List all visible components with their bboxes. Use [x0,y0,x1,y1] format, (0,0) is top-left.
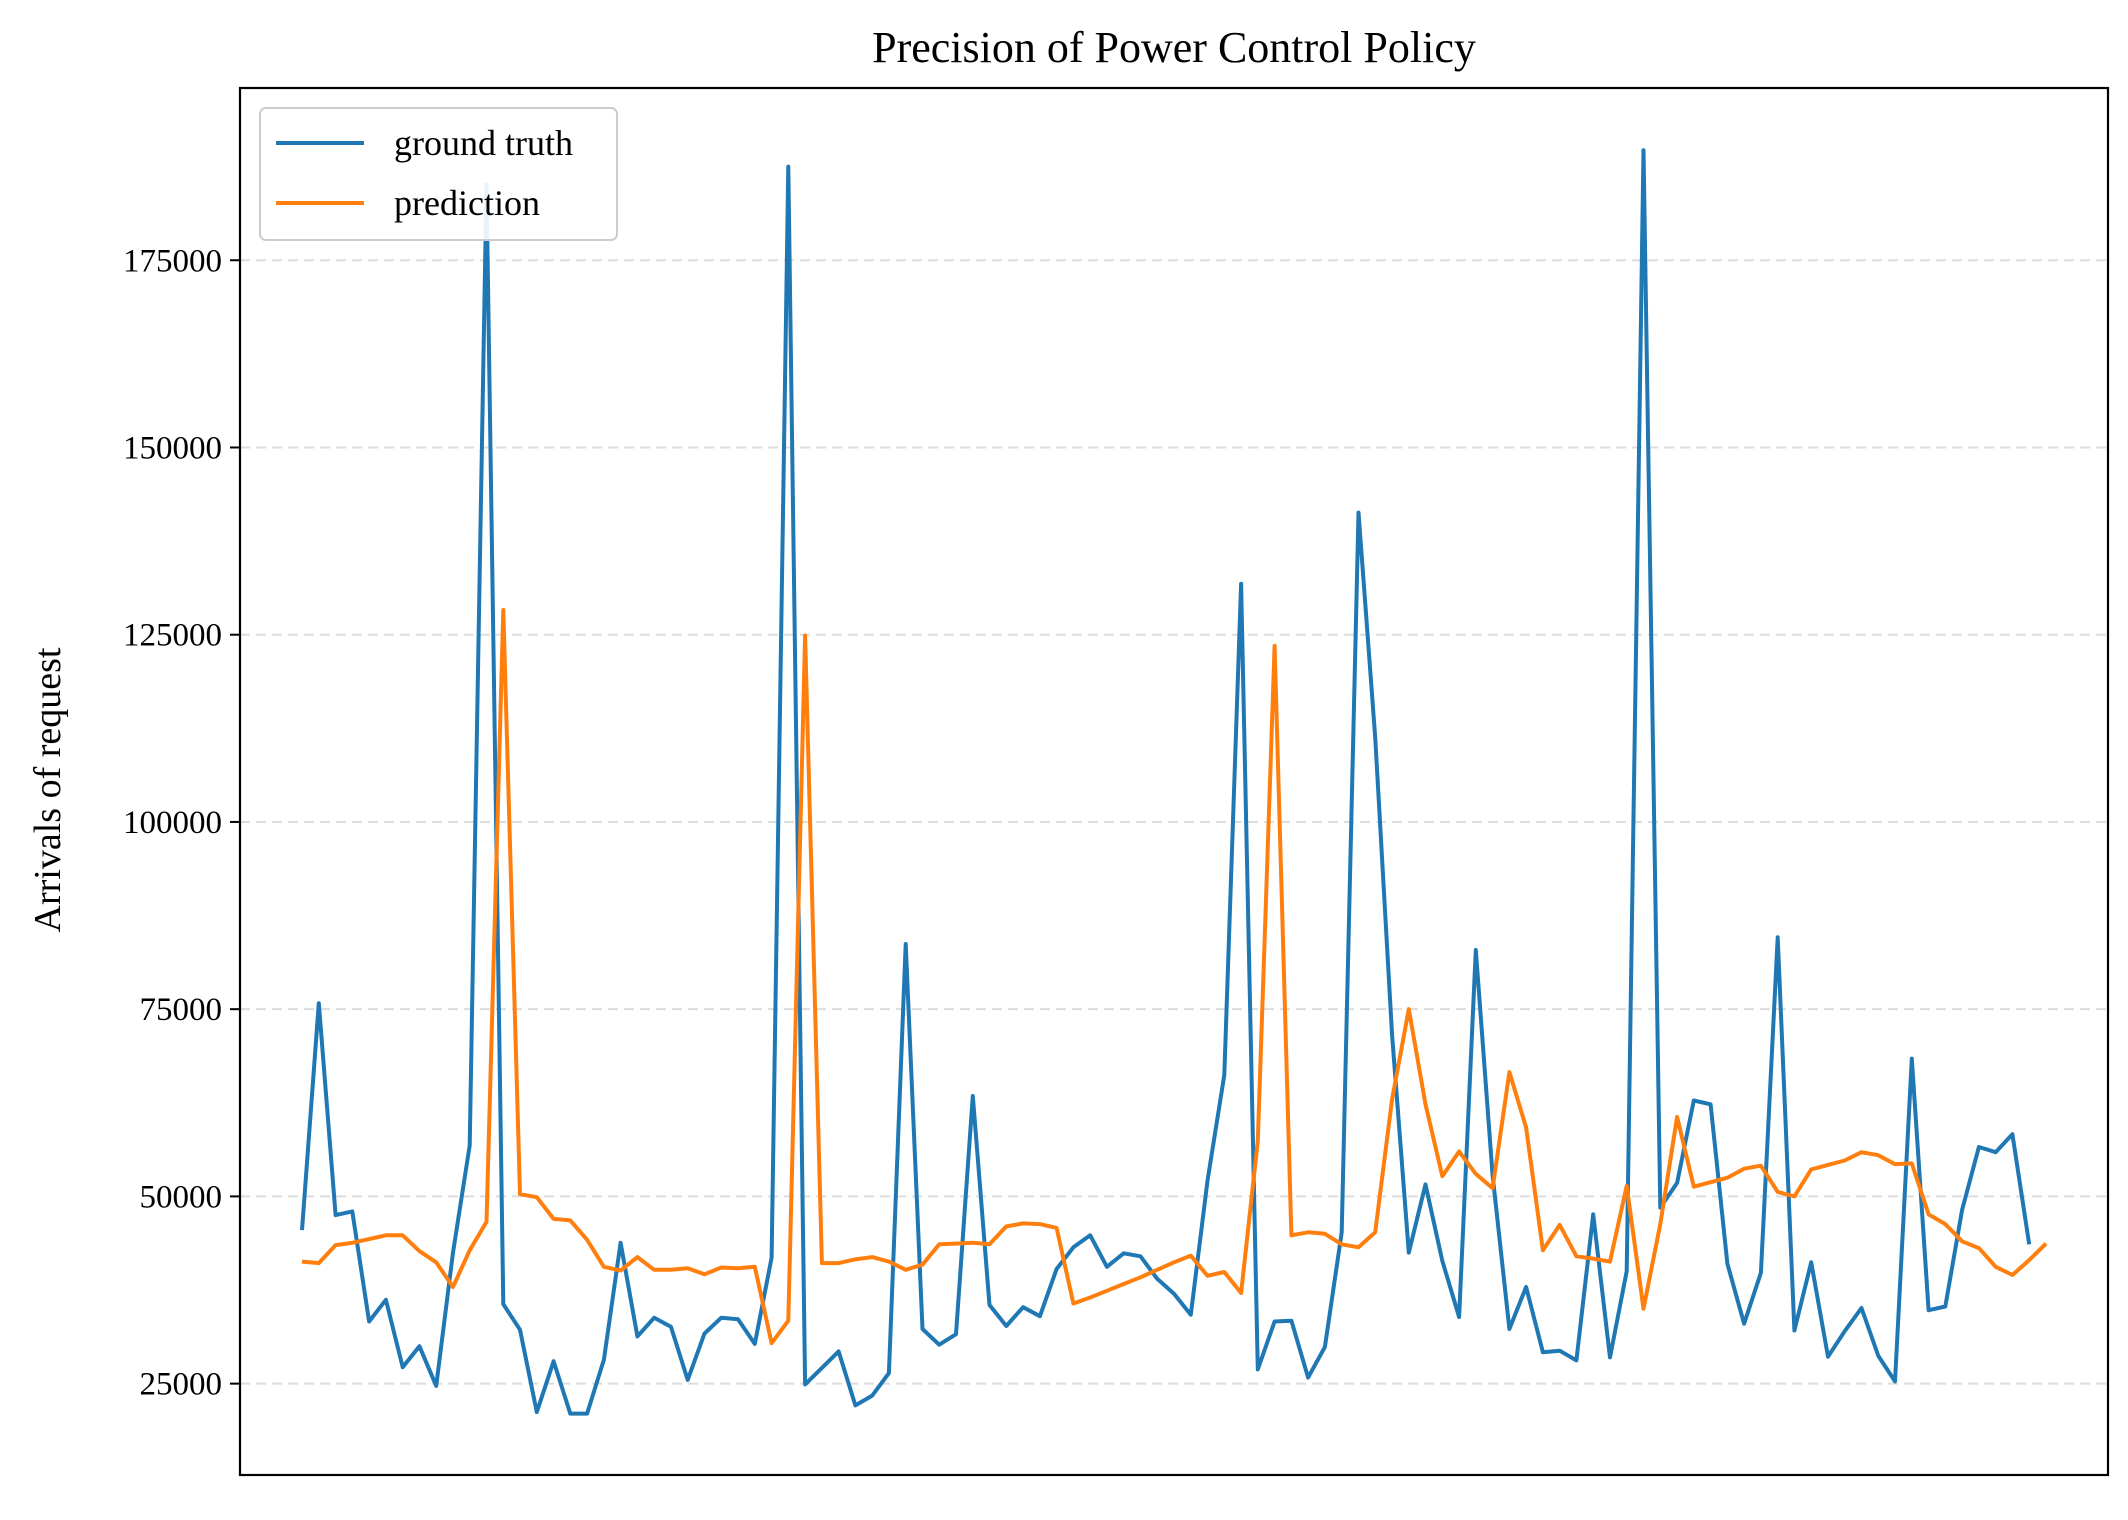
y-axis-label: Arrivals of request [27,647,69,932]
y-tick-label: 75000 [140,992,223,1028]
y-ticks: 25000 50000 75000 100000 125000 150000 175000 [123,243,240,1403]
y-tick-label: 25000 [140,1367,223,1403]
plot-frame [238,86,2110,1477]
legend-label-1: prediction [394,183,540,223]
legend-label-0: ground truth [394,123,573,163]
y-tick-label: 175000 [123,243,222,279]
series-line-0 [300,148,2032,1416]
legend: ground truth prediction [259,107,618,241]
chart-title: Precision of Power Control Policy [872,23,1476,72]
y-tick-label: 125000 [123,618,222,654]
gridlines [240,259,2108,1385]
series-line-1 [301,608,2048,1346]
y-tick-label: 150000 [123,430,222,466]
y-tick-label: 100000 [123,805,222,841]
series-lines [300,148,2048,1416]
y-tick-label: 50000 [140,1179,223,1215]
